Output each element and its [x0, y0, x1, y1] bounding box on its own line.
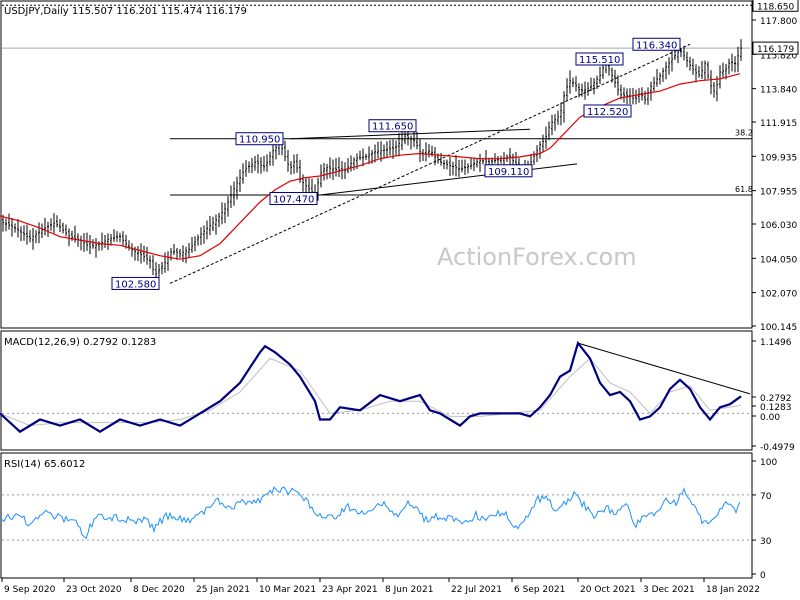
channel-trendline	[289, 128, 531, 140]
x-tick-label: 8 Jun 2021	[385, 585, 433, 595]
fib-level-label: 38.2	[735, 129, 753, 138]
rsi-y-tick-label: 0	[760, 571, 766, 581]
macd-signal-line	[0, 357, 742, 427]
rsi-y-tick-label: 30	[760, 537, 772, 547]
price-label: 115.510	[579, 55, 620, 66]
x-tick-label: 18 Jan 2022	[706, 585, 760, 595]
price-label-box	[575, 52, 624, 66]
macd-chart-title: MACD(12,26,9) 0.2792 0.1283	[4, 337, 156, 348]
x-tick-label: 23 Oct 2020	[66, 585, 122, 595]
rsi-chart-title: RSI(14) 65.6012	[4, 459, 85, 470]
current-price-label: 116.179	[757, 45, 794, 55]
price-y-tick-label: 115.820	[760, 51, 797, 61]
macd-y-tick-label: 1.1496	[760, 338, 792, 348]
price-y-tick-label: 100.145	[760, 323, 797, 333]
price-label: 107.470	[273, 195, 314, 206]
price-label-box	[111, 276, 160, 290]
price-y-tick-label: 106.030	[760, 221, 797, 231]
current-price-box	[752, 41, 799, 55]
fib-level-label: 61.8	[735, 185, 753, 194]
macd-panel	[0, 340, 752, 434]
price-label-box	[632, 37, 681, 51]
price-panel: 38.2 61.8 102.580 107.470 110.950 111.650 109.…	[0, 4, 753, 290]
macd-y-tick-label: 0.00	[760, 413, 780, 423]
macd-line	[0, 340, 742, 434]
x-tick-label: 20 Oct 2021	[580, 585, 636, 595]
x-tick-label: 10 Mar 2021	[259, 585, 316, 595]
price-y-tick-label: 117.800	[760, 17, 797, 27]
x-tick-label: 9 Sep 2020	[4, 585, 56, 595]
price-label: 102.580	[115, 279, 156, 290]
price-y-tick-label: 109.935	[760, 153, 797, 163]
price-y-tick-label: 104.050	[760, 255, 797, 265]
price-label-box	[235, 132, 284, 146]
x-tick-label: 3 Dec 2021	[643, 585, 695, 595]
price-label: 111.650	[372, 122, 413, 133]
macd-trendline	[577, 342, 751, 395]
macd-y-tick-label: -0.4979	[760, 443, 795, 453]
x-tick-label: 6 Sep 2021	[514, 585, 565, 595]
rsi-panel	[0, 486, 752, 541]
macd-panel-frame	[0, 330, 753, 451]
price-label-box	[269, 192, 318, 206]
dashed-trendline	[169, 43, 691, 284]
price-y-tick-label: 111.915	[760, 119, 797, 129]
channel-trendline	[319, 163, 578, 196]
price-y-tick-label: 102.070	[760, 290, 797, 300]
price-label: 109.110	[488, 167, 529, 178]
x-tick-label: 25 Jan 2021	[196, 585, 250, 595]
macd-y-tick-label: 0.1283	[760, 403, 792, 413]
rsi-y-tick-label: 100	[760, 458, 777, 468]
price-label-box	[368, 119, 417, 133]
watermark: ActionForex.com	[437, 243, 637, 271]
price-label-box	[583, 104, 632, 118]
reference-level-box	[752, 0, 799, 12]
price-label-box	[484, 164, 533, 178]
x-tick-label: 8 Dec 2020	[133, 585, 185, 595]
macd-y-tick-label: 0.2792	[760, 394, 792, 404]
x-tick-label: 22 Jul 2021	[451, 585, 502, 595]
price-y-tick-label: 107.955	[760, 188, 797, 198]
reference-level-label: 118.650	[757, 2, 794, 12]
price-label: 116.340	[636, 40, 677, 51]
rsi-panel-frame	[0, 452, 753, 579]
price-chart-title: USDJPY,Daily 115.507 116.201 115.474 116…	[4, 6, 247, 17]
price-label: 110.950	[239, 135, 280, 146]
rsi-line	[0, 486, 741, 540]
price-y-tick-label: 113.840	[760, 86, 797, 96]
rsi-y-tick-label: 70	[760, 492, 772, 502]
x-tick-label: 23 Apr 2021	[322, 585, 378, 595]
price-label: 112.520	[587, 107, 628, 118]
price-panel-frame	[0, 0, 753, 329]
